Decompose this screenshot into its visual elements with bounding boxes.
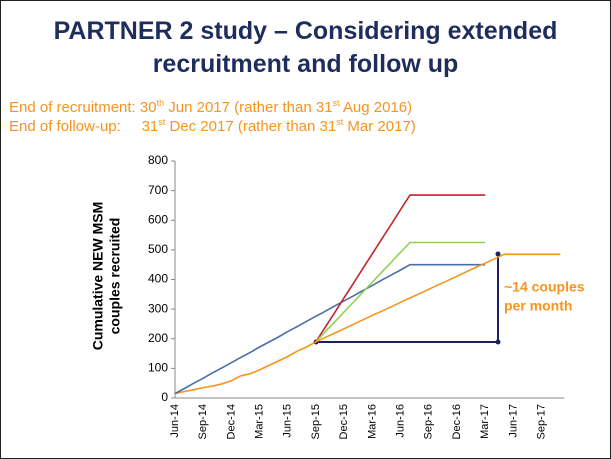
subtitle-line: End of recruitment: 30th Jun 2017 (rathe… xyxy=(9,98,416,117)
title-line: PARTNER 2 study – Considering extended xyxy=(53,17,558,45)
x-tick-label: Sep-16 xyxy=(423,404,435,439)
x-tick-label: Dec-15 xyxy=(338,404,350,439)
x-tick-label: Jun-15 xyxy=(282,404,294,438)
bracket-end xyxy=(495,339,501,345)
subtitle-text: Aug 2016) xyxy=(339,99,413,116)
x-tick-label: Sep-14 xyxy=(197,404,209,439)
y-tick-label: 0 xyxy=(161,390,168,404)
x-tick-label: Jun-17 xyxy=(507,404,519,438)
subtitle-text: End of recruitment: 30 xyxy=(9,99,157,116)
subtitle-text: Jun 2017 (rather than 31 xyxy=(164,99,333,116)
y-tick-label: 800 xyxy=(148,153,168,167)
annotation: per month xyxy=(504,298,572,314)
y-tick-label: 200 xyxy=(148,331,168,345)
x-tick-label: Mar-16 xyxy=(366,404,378,439)
title: PARTNER 2 study – Considering extended r… xyxy=(1,15,610,81)
bracket-end xyxy=(495,251,501,257)
y-tick-label: 500 xyxy=(148,242,168,256)
x-tick-label: Dec-16 xyxy=(451,404,463,439)
subtitle-text: Dec 2017 (rather than 31 xyxy=(165,118,337,135)
series-line xyxy=(315,194,486,343)
x-tick-label: Mar-15 xyxy=(254,404,266,439)
series-line xyxy=(315,253,561,343)
x-tick-label: Jun-14 xyxy=(169,404,181,438)
y-tick-label: 600 xyxy=(148,212,168,226)
y-axis-label: couples recruited xyxy=(107,218,123,335)
y-tick-label: 400 xyxy=(148,272,168,286)
subtitle-text: Mar 2017) xyxy=(343,118,416,135)
y-axis-label: Cumulative NEW MSM xyxy=(90,202,106,351)
subtitle-line: End of follow-up: 31st Dec 2017 (rather … xyxy=(9,117,416,136)
series-line xyxy=(315,241,486,343)
title-line: recruitment and follow up xyxy=(152,50,459,78)
x-tick-label: Dec-14 xyxy=(225,404,237,439)
x-tick-label: Sep-15 xyxy=(310,404,322,439)
y-tick-label: 100 xyxy=(148,361,168,375)
series-line xyxy=(174,263,486,395)
superscript: th xyxy=(156,98,165,108)
subtitle-text: End of follow-up: 31 xyxy=(9,118,159,135)
superscript: st xyxy=(336,117,344,127)
y-tick-label: 700 xyxy=(148,183,168,197)
subtitle: End of recruitment: 30th Jun 2017 (rathe… xyxy=(9,98,416,136)
annotation: ~14 couples xyxy=(504,279,585,295)
series-line xyxy=(174,341,317,395)
superscript: st xyxy=(158,117,166,127)
x-tick-label: Jun-16 xyxy=(395,404,407,438)
x-tick-label: Sep-17 xyxy=(536,404,548,439)
x-tick-label: Mar-17 xyxy=(479,404,491,439)
y-tick-label: 300 xyxy=(148,301,168,315)
superscript: st xyxy=(332,98,340,108)
